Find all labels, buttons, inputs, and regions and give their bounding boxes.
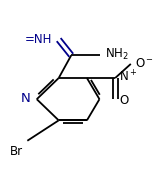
- Text: O: O: [119, 94, 128, 107]
- Text: Br: Br: [9, 145, 23, 158]
- Text: O$^-$: O$^-$: [135, 57, 154, 70]
- Text: NH$_2$: NH$_2$: [105, 47, 129, 62]
- Text: =NH: =NH: [25, 33, 52, 46]
- Text: N$^+$: N$^+$: [119, 70, 138, 85]
- Text: N: N: [21, 92, 31, 105]
